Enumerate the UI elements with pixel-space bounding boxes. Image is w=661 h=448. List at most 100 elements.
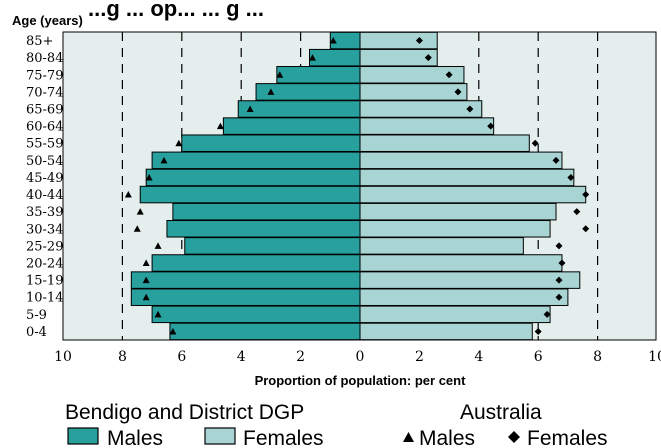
category-label-25-29: 25-29: [26, 239, 63, 254]
bar-males-75-79: [276, 66, 361, 84]
category-label-60-64: 60-64: [26, 120, 63, 135]
legend-title-australia: Australia: [460, 401, 542, 424]
marker-australia-males-65-69: [246, 105, 254, 112]
marker-australia-females-5-9: [543, 310, 551, 318]
bar-males-20-24: [151, 254, 361, 272]
marker-australia-females-20-24: [558, 259, 566, 267]
x-tick-labels: 10 8 6 4 2 0 2 4 6 8 10: [54, 349, 661, 365]
marker-australia-females-75-79: [445, 71, 453, 79]
marker-australia-females-30-34: [582, 225, 590, 233]
marker-australia-females-45-49: [567, 173, 575, 181]
category-label-5-9: 5-9: [26, 308, 47, 323]
legend-label-bendigo-males: Males: [107, 427, 163, 448]
bar-females-85+: [359, 31, 438, 50]
x-tick-label: 6: [534, 349, 543, 365]
marker-australia-males-60-64: [216, 122, 224, 130]
bar-females-0-4: [359, 322, 533, 341]
legend-label-australia-females: Females: [527, 427, 608, 448]
bar-males-45-49: [145, 168, 361, 187]
marker-australia-females-25-29: [555, 242, 563, 250]
category-label-15-19: 15-19: [26, 274, 63, 289]
category-labels: 0-4 5-9 10-14 15-19 20-24 25-29 30-34 35-39 40-4…: [26, 34, 63, 340]
category-label-55-59: 55-59: [26, 137, 63, 152]
bar-females-45-49: [359, 168, 575, 187]
x-tick-label: 2: [415, 349, 424, 365]
marker-australia-males-40-44: [124, 191, 132, 198]
marker-australia-females-40-44: [582, 191, 590, 199]
marker-australia-males-70-74: [267, 88, 275, 95]
category-label-85+: 85+: [26, 34, 53, 49]
bar-males-0-4: [169, 322, 361, 341]
x-tick-label: 2: [296, 349, 305, 365]
marker-australia-females-60-64: [487, 122, 495, 130]
marker-australia-females-10-14: [555, 293, 563, 301]
bar-males-15-19: [130, 271, 361, 289]
marker-australia-males-5-9: [154, 310, 162, 318]
bar-females-55-59: [359, 134, 530, 152]
bar-males-50-54: [151, 151, 361, 170]
marker-australia-males-25-29: [154, 242, 162, 249]
marker-australia-females-80-84: [424, 54, 432, 62]
category-label-50-54: 50-54: [26, 154, 63, 169]
marker-australia-males-45-49: [145, 173, 153, 181]
marker-australia-males-80-84: [308, 54, 316, 61]
bar-females-30-34: [359, 220, 551, 238]
bar-females-25-29: [359, 237, 524, 255]
marker-australia-females-65-69: [466, 105, 474, 113]
x-tick-label: 8: [118, 349, 127, 365]
category-label-35-39: 35-39: [26, 205, 63, 220]
bar-females-5-9: [359, 305, 551, 324]
bar-males-30-34: [166, 220, 361, 238]
category-label-10-14: 10-14: [26, 291, 63, 306]
bar-females-10-14: [359, 288, 569, 306]
bar-males-60-64: [222, 117, 361, 135]
category-label-75-79: 75-79: [26, 68, 63, 83]
bars-group: [130, 31, 587, 341]
y-axis-label: Age (years): [12, 13, 83, 28]
marker-australia-males-35-39: [136, 208, 144, 215]
bar-females-50-54: [359, 151, 563, 170]
bar-males-40-44: [139, 185, 361, 204]
legend-label-australia-males: Males: [419, 427, 475, 448]
marker-australia-males-55-59: [175, 139, 183, 147]
bar-females-65-69: [359, 100, 483, 118]
bar-females-70-74: [359, 83, 468, 101]
bar-males-80-84: [309, 48, 361, 67]
bar-females-20-24: [359, 254, 563, 272]
legend-title-bendigo: Bendigo and District DGP: [65, 401, 304, 424]
bar-females-60-64: [359, 117, 495, 135]
marker-australia-females-85+: [415, 37, 423, 45]
x-tick-label: 10: [54, 349, 72, 365]
category-label-0-4: 0-4: [26, 325, 47, 340]
category-label-20-24: 20-24: [26, 257, 63, 272]
bar-males-35-39: [172, 202, 361, 221]
marker-australia-males-30-34: [133, 225, 141, 232]
x-tick-label: 10: [648, 349, 661, 365]
marker-australia-females-15-19: [555, 276, 563, 284]
legend-swatch-bendigo-males: [67, 427, 99, 445]
legend-swatch-bendigo-females: [204, 427, 236, 445]
bar-males-10-14: [130, 288, 361, 306]
marker-australia-males-15-19: [142, 276, 150, 284]
marker-australia-males-85+: [329, 37, 337, 44]
bar-males-55-59: [181, 134, 361, 152]
marker-australia-females-50-54: [552, 156, 560, 164]
x-tick-label: 6: [177, 349, 186, 365]
category-label-45-49: 45-49: [26, 171, 63, 186]
x-tick-label: 8: [593, 349, 602, 365]
x-tick-label: 0: [356, 349, 365, 365]
markers-group: [124, 37, 590, 335]
category-label-30-34: 30-34: [26, 222, 63, 237]
marker-australia-females-35-39: [573, 208, 581, 216]
marker-australia-males-75-79: [276, 71, 284, 78]
x-tick-label: 4: [237, 349, 246, 365]
marker-australia-females-0-4: [534, 327, 542, 335]
legend-label-bendigo-females: Females: [243, 427, 324, 448]
diamond-icon: [508, 431, 520, 443]
marker-australia-females-70-74: [454, 88, 462, 96]
category-label-80-84: 80-84: [26, 51, 63, 66]
x-axis-label: Proportion of population: per cent: [255, 373, 467, 388]
category-label-40-44: 40-44: [26, 188, 63, 203]
bar-males-5-9: [151, 305, 361, 324]
